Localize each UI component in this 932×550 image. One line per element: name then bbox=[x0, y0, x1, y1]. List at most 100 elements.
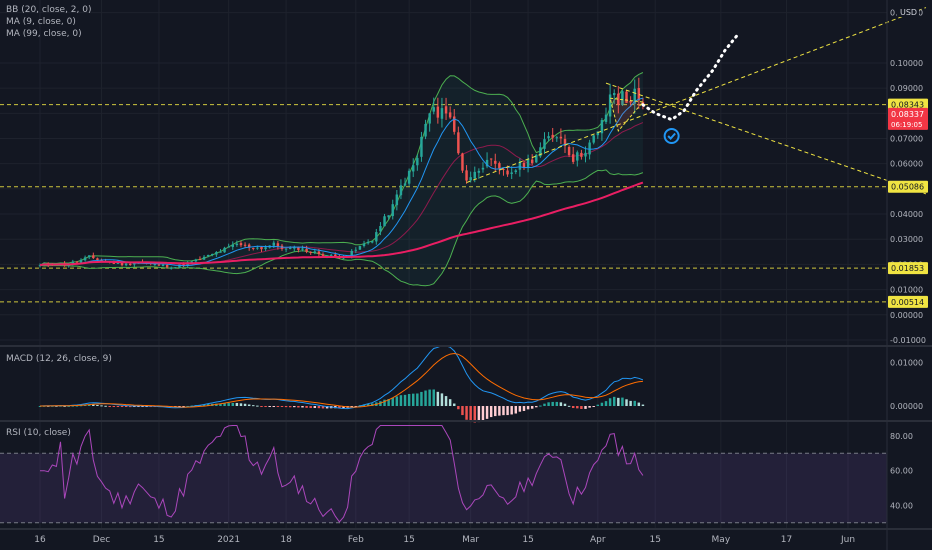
candle-body[interactable] bbox=[592, 135, 595, 143]
candle-body[interactable] bbox=[153, 264, 157, 266]
candle-body[interactable] bbox=[120, 262, 124, 266]
candle-body[interactable] bbox=[170, 267, 173, 269]
candle-body[interactable] bbox=[399, 185, 403, 196]
candle-body[interactable] bbox=[563, 138, 567, 146]
candle-body[interactable] bbox=[219, 251, 222, 253]
candle-body[interactable] bbox=[309, 251, 312, 253]
candle-body[interactable] bbox=[547, 136, 550, 139]
candle-body[interactable] bbox=[580, 152, 583, 157]
candle-body[interactable] bbox=[206, 255, 210, 257]
candle-body[interactable] bbox=[535, 154, 538, 163]
candle-body[interactable] bbox=[96, 258, 99, 261]
candle-body[interactable] bbox=[502, 168, 505, 170]
candle-body[interactable] bbox=[79, 259, 83, 263]
candle-body[interactable] bbox=[444, 106, 448, 114]
main-legend[interactable]: BB (20, close, 2, 0) MA (9, close, 0) MA… bbox=[6, 4, 91, 40]
candle-body[interactable] bbox=[313, 251, 317, 253]
candle-body[interactable] bbox=[87, 255, 91, 258]
candle-body[interactable] bbox=[112, 262, 116, 264]
candle-body[interactable] bbox=[477, 170, 481, 173]
candle-body[interactable] bbox=[506, 170, 509, 175]
candle-body[interactable] bbox=[387, 215, 390, 218]
candle-body[interactable] bbox=[116, 262, 120, 264]
candle-body[interactable] bbox=[301, 248, 304, 250]
candle-body[interactable] bbox=[190, 261, 193, 263]
candle-body[interactable] bbox=[625, 91, 628, 103]
candle-body[interactable] bbox=[539, 147, 542, 157]
candle-body[interactable] bbox=[247, 244, 251, 248]
candle-body[interactable] bbox=[194, 259, 198, 262]
candle-body[interactable] bbox=[571, 154, 575, 162]
candle-body[interactable] bbox=[481, 167, 485, 170]
candle-body[interactable] bbox=[305, 248, 308, 252]
candle-body[interactable] bbox=[621, 91, 624, 106]
candle-body[interactable] bbox=[71, 261, 75, 264]
candle-body[interactable] bbox=[567, 146, 571, 156]
candle-body[interactable] bbox=[243, 244, 247, 246]
trend-line-falling[interactable] bbox=[605, 82, 927, 195]
candle-body[interactable] bbox=[416, 158, 419, 166]
legend-ma9[interactable]: MA (9, close, 0) bbox=[6, 17, 76, 27]
candle-body[interactable] bbox=[383, 216, 386, 227]
candle-body[interactable] bbox=[342, 257, 345, 259]
candle-body[interactable] bbox=[38, 265, 42, 267]
candle-body[interactable] bbox=[211, 253, 214, 255]
legend-bb[interactable]: BB (20, close, 2, 0) bbox=[6, 5, 92, 15]
candle-body[interactable] bbox=[412, 165, 415, 172]
candle-body[interactable] bbox=[334, 254, 337, 257]
candle-body[interactable] bbox=[461, 153, 464, 171]
candle-body[interactable] bbox=[370, 241, 374, 243]
candle-body[interactable] bbox=[489, 158, 493, 160]
candle-body[interactable] bbox=[182, 264, 185, 266]
candle-body[interactable] bbox=[584, 152, 587, 157]
candle-body[interactable] bbox=[375, 232, 378, 242]
candle-body[interactable] bbox=[522, 162, 526, 168]
candle-body[interactable] bbox=[358, 246, 362, 250]
candle-body[interactable] bbox=[293, 246, 296, 249]
candle-body[interactable] bbox=[514, 170, 518, 173]
candle-body[interactable] bbox=[202, 256, 206, 260]
candle-body[interactable] bbox=[633, 88, 636, 104]
candle-body[interactable] bbox=[440, 108, 444, 119]
candle-body[interactable] bbox=[276, 243, 280, 247]
candle-body[interactable] bbox=[223, 247, 226, 253]
candle-body[interactable] bbox=[215, 252, 218, 255]
candle-body[interactable] bbox=[165, 264, 169, 268]
candle-body[interactable] bbox=[407, 170, 411, 184]
candle-body[interactable] bbox=[457, 132, 460, 154]
candle-body[interactable] bbox=[403, 183, 407, 186]
candle-body[interactable] bbox=[227, 246, 230, 248]
candle-body[interactable] bbox=[297, 247, 300, 250]
candle-body[interactable] bbox=[510, 172, 513, 174]
candle-body[interactable] bbox=[612, 93, 616, 96]
candle-body[interactable] bbox=[362, 243, 366, 247]
candle-body[interactable] bbox=[284, 248, 288, 250]
candle-body[interactable] bbox=[465, 170, 468, 181]
candle-body[interactable] bbox=[329, 254, 333, 256]
candle-body[interactable] bbox=[288, 248, 292, 250]
candle-body[interactable] bbox=[272, 242, 276, 246]
candle-body[interactable] bbox=[252, 247, 255, 249]
candle-body[interactable] bbox=[198, 259, 202, 261]
candle-body[interactable] bbox=[596, 131, 600, 136]
candle-body[interactable] bbox=[551, 134, 554, 138]
time-axis[interactable]: 16 Dec 15 2021 18 Feb 15 Mar 15 Apr 15 May 17 Jun bbox=[34, 535, 855, 545]
candle-body[interactable] bbox=[559, 136, 563, 139]
candle-body[interactable] bbox=[133, 263, 136, 265]
candle-body[interactable] bbox=[92, 255, 95, 259]
candle-body[interactable] bbox=[600, 120, 604, 134]
candle-body[interactable] bbox=[420, 136, 423, 157]
candle-body[interactable] bbox=[436, 106, 440, 118]
candle-body[interactable] bbox=[174, 267, 177, 269]
candle-body[interactable] bbox=[235, 243, 239, 245]
candle-body[interactable] bbox=[494, 160, 497, 164]
candle-body[interactable] bbox=[543, 139, 546, 149]
candle-body[interactable] bbox=[448, 112, 452, 118]
candle-body[interactable] bbox=[239, 243, 243, 246]
triangle-pattern[interactable] bbox=[609, 97, 644, 133]
candle-body[interactable] bbox=[231, 244, 235, 247]
candle-body[interactable] bbox=[354, 249, 358, 251]
candle-body[interactable] bbox=[617, 93, 620, 105]
candle-body[interactable] bbox=[485, 159, 489, 167]
